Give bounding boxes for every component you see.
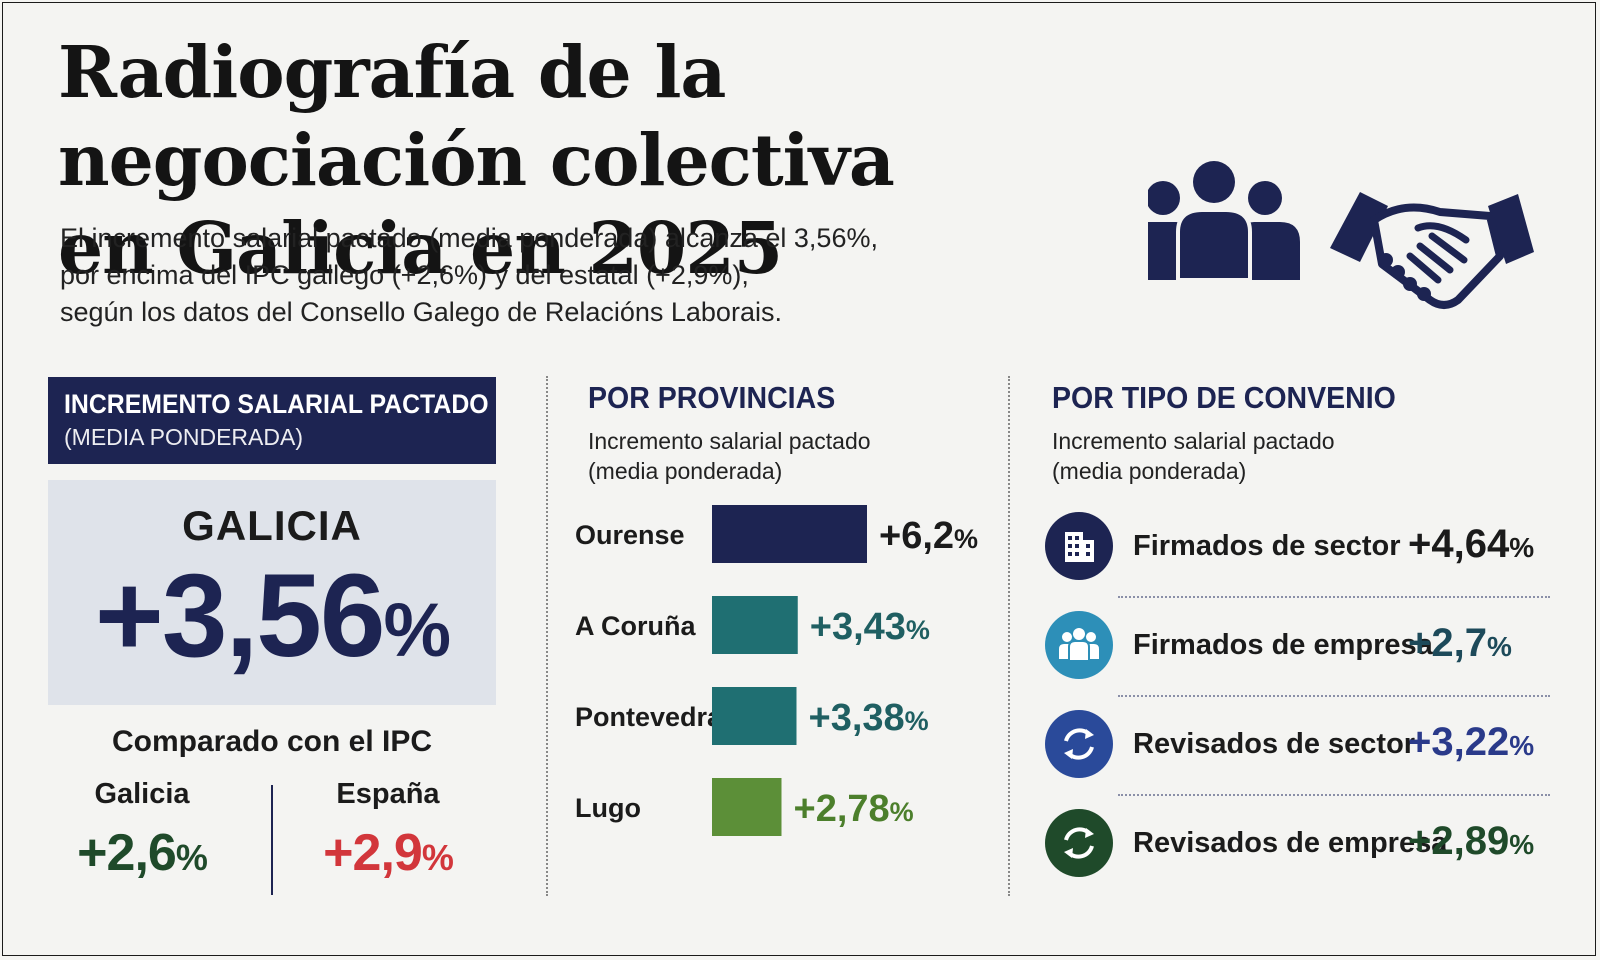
province-bar (712, 687, 797, 745)
row-separator (1118, 695, 1550, 697)
ipc-galicia-name: Galicia (94, 778, 190, 810)
province-label: Ourense (575, 520, 685, 550)
convenio-subtitle-line-1: Incremento salarial pactado (1052, 428, 1335, 454)
salary-increase-header-title: INCREMENTO SALARIAL PACTADO (64, 389, 489, 419)
title-line-2: en Galicia en 2025 (58, 206, 783, 290)
galicia-value: +3,56% (48, 556, 496, 691)
percent-sign: % (383, 588, 452, 673)
province-value-label: +3,43% (810, 606, 930, 648)
convenio-label: Revisados de sector (1133, 728, 1416, 760)
province-bar (712, 596, 798, 654)
province-label: A Coruña (575, 611, 696, 641)
refresh-cycle-icon (1045, 710, 1113, 778)
convenio-value-number: +3,22 (1408, 720, 1510, 764)
ipc-galicia-number: +2,6 (77, 824, 177, 882)
province-value-label: +3,38% (809, 697, 929, 739)
convenio-label: Firmados de sector (1133, 530, 1401, 562)
convenio-value: +2,7% (1408, 621, 1512, 666)
province-label: Lugo (575, 793, 641, 823)
refresh-cycle-icon (1045, 809, 1113, 877)
header-icons (1148, 161, 1534, 309)
percent-sign: % (1509, 532, 1535, 563)
percent-sign: % (175, 837, 208, 878)
group-people-icon (1148, 161, 1300, 282)
row-separator (1118, 794, 1550, 796)
convenio-label: Firmados de empresa (1133, 629, 1433, 661)
convenio-value: +3,22% (1408, 720, 1534, 765)
percent-sign: % (421, 837, 454, 878)
percent-sign: % (1509, 829, 1535, 860)
salary-increase-header-sub: (MEDIA PONDERADA) (64, 424, 303, 450)
subtitle-line-2: por encima del IPC gallego (+2,6%) y del… (60, 260, 749, 290)
convenio-value-number: +4,64 (1408, 522, 1510, 566)
percent-sign: % (1486, 631, 1512, 662)
convenio-list: Firmados de sector +4,64% Firmados de empr… (1040, 508, 1550, 904)
subtitle-line-3: según los datos del Consello Galego de R… (60, 297, 782, 327)
convenio-value-number: +2,7 (1408, 621, 1487, 665)
convenio-value-number: +2,89 (1408, 819, 1510, 863)
province-bar (712, 505, 867, 563)
province-value-label: +6,2% (879, 515, 978, 557)
column-divider-1 (546, 376, 548, 896)
page-subtitle: El incremento salarial pactado (media po… (60, 220, 960, 331)
title-line-1: Radiografía de la negociación colectiva (58, 30, 895, 202)
ipc-galicia: Galicia +2,6% (42, 778, 242, 883)
row-separator (1118, 596, 1550, 598)
convenio-subtitle-line-2: (media ponderada) (1052, 458, 1247, 484)
provinces-subtitle-line-1: Incremento salarial pactado (588, 428, 871, 454)
provinces-subtitle: Incremento salarial pactado (media ponde… (588, 426, 871, 486)
province-bar (712, 778, 782, 836)
convenio-value: +4,64% (1408, 522, 1534, 567)
galicia-value-number: +3,56 (94, 550, 386, 682)
provinces-bar-chart: Ourense +6,2% A Coruña +3,43% Pontevedra +3,3… (575, 505, 978, 836)
page-title: Radiografía de la negociación colectiva … (58, 28, 1158, 292)
ipc-espana-name: España (336, 778, 440, 810)
percent-sign: % (1509, 730, 1535, 761)
province-value-label: +2,78% (794, 788, 914, 830)
convenio-subtitle: Incremento salarial pactado (media ponde… (1052, 426, 1335, 486)
convenio-row: Firmados de sector +4,64% (1040, 508, 1550, 607)
handshake-icon (1330, 192, 1534, 309)
comparison-title: Comparado con el IPC (111, 725, 433, 758)
workers-group-icon (1045, 611, 1113, 679)
galicia-highlight-box: GALICIA +3,56% (48, 480, 496, 705)
column-divider-2 (1008, 376, 1010, 896)
comparison-divider (271, 785, 273, 895)
galicia-label: GALICIA (182, 502, 362, 549)
convenio-row: Revisados de empresa +2,89% (1040, 805, 1550, 904)
ipc-espana: España +2,9% (288, 778, 488, 883)
ipc-espana-value: +2,9% (288, 823, 488, 883)
office-building-icon (1045, 512, 1113, 580)
subtitle-line-1: El incremento salarial pactado (media po… (60, 223, 878, 253)
salary-increase-header: INCREMENTO SALARIAL PACTADO (MEDIA PONDE… (48, 377, 496, 464)
ipc-galicia-value: +2,6% (42, 823, 242, 883)
province-label: Pontevedra (575, 702, 723, 732)
convenio-row: Firmados de empresa +2,7% (1040, 607, 1550, 706)
convenio-value: +2,89% (1408, 819, 1534, 864)
provinces-subtitle-line-2: (media ponderada) (588, 458, 783, 484)
convenio-row: Revisados de sector +3,22% (1040, 706, 1550, 805)
ipc-espana-number: +2,9 (323, 824, 423, 882)
provinces-title: POR PROVINCIAS (588, 380, 836, 415)
convenio-title: POR TIPO DE CONVENIO (1052, 380, 1396, 415)
convenio-label: Revisados de empresa (1133, 827, 1448, 859)
